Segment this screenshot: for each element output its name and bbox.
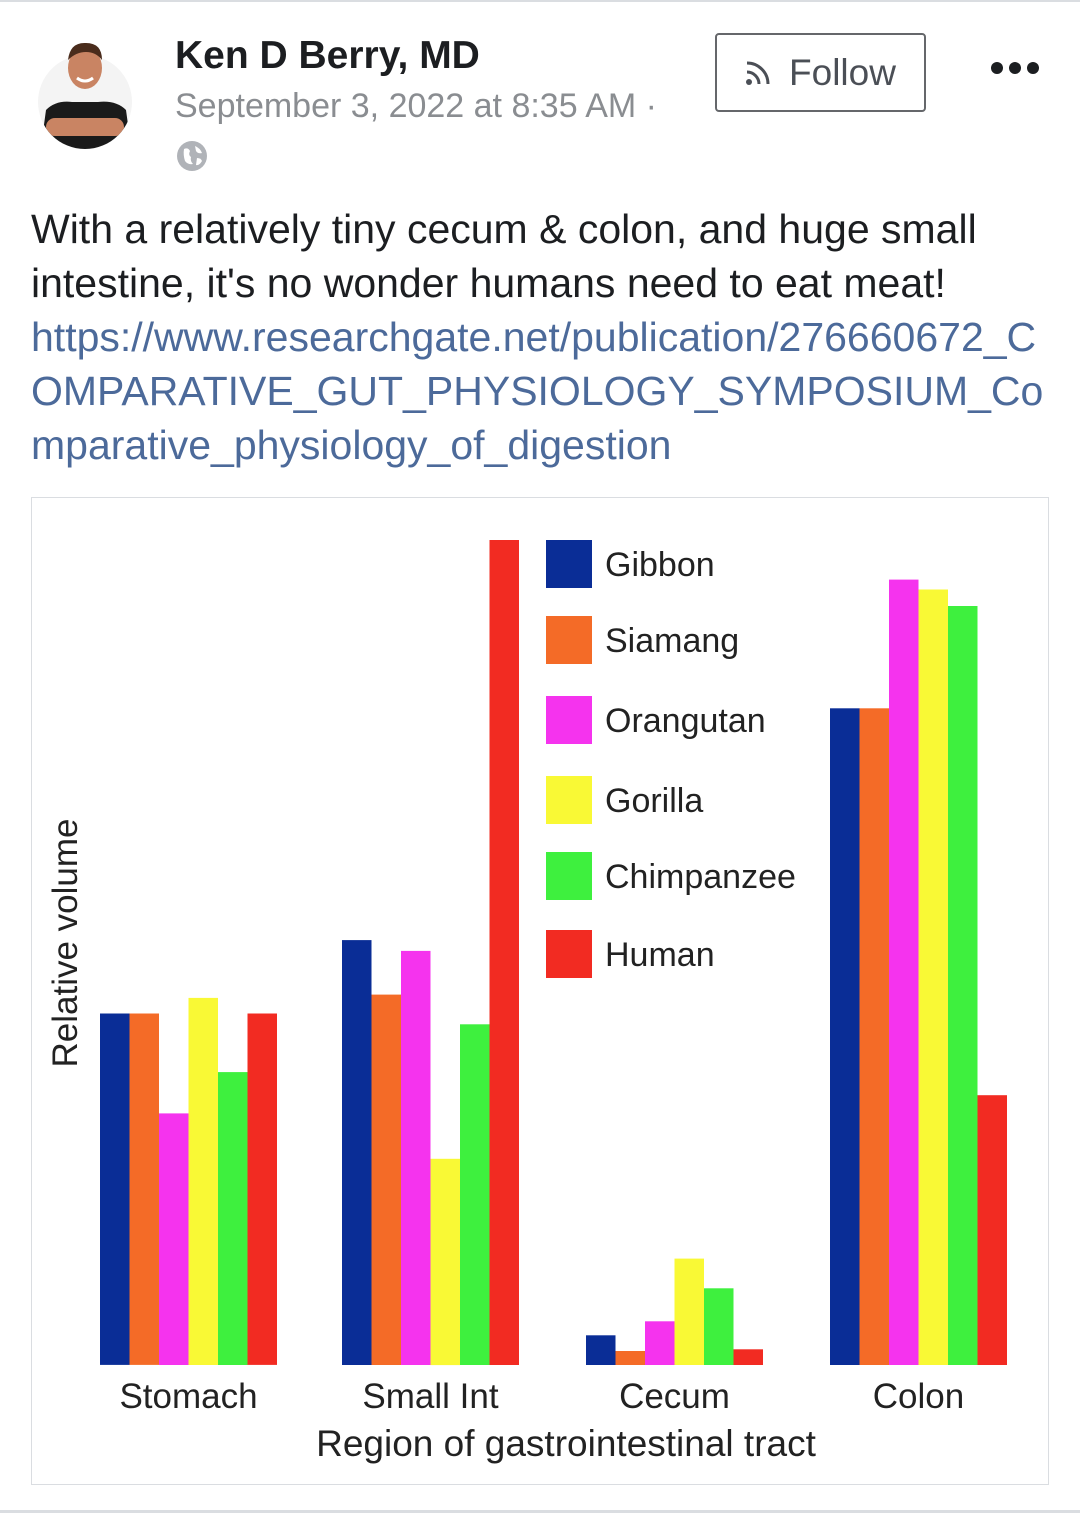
bar-gibbon-small-int: [342, 940, 372, 1365]
legend-swatch-human: [546, 930, 592, 978]
follow-label: Follow: [789, 51, 896, 93]
bar-siamang-cecum: [615, 1351, 645, 1365]
bar-human-cecum: [733, 1349, 763, 1365]
legend-swatch-gibbon: [546, 540, 592, 588]
bar-orangutan-cecum: [645, 1321, 675, 1365]
bar-chimpanzee-colon: [948, 606, 978, 1365]
bar-human-stomach: [247, 1013, 277, 1365]
bar-gibbon-cecum: [586, 1335, 616, 1365]
bar-gorilla-colon: [918, 589, 948, 1365]
post-link[interactable]: https://www.researchgate.net/publication…: [31, 314, 1044, 468]
legend-swatch-gorilla: [546, 776, 592, 824]
more-dots-icon: [991, 62, 1039, 74]
rss-icon: [745, 60, 771, 86]
chart-image[interactable]: Stomach Small Int Cecum Colon Region of gast…: [31, 497, 1049, 1485]
bar-orangutan-colon: [889, 579, 919, 1365]
bar-gorilla-stomach: [188, 997, 218, 1365]
post-timestamp[interactable]: September 3, 2022 at 8:35 AM ·: [175, 87, 657, 125]
globe-icon: [176, 140, 208, 172]
legend-label-orangutan: Orangutan: [605, 702, 766, 740]
legend-label-gorilla: Gorilla: [605, 782, 703, 820]
post-text: With a relatively tiny cecum & colon, an…: [31, 206, 977, 306]
legend-label-chimpanzee: Chimpanzee: [605, 858, 796, 896]
legend-swatch-orangutan: [546, 696, 592, 744]
bar-gorilla-small-int: [430, 1158, 460, 1366]
author-avatar[interactable]: [36, 30, 134, 154]
legend-label-human: Human: [605, 936, 715, 974]
bar-orangutan-stomach: [159, 1113, 189, 1365]
bar-gorilla-cecum: [674, 1258, 704, 1365]
legend-label-gibbon: Gibbon: [605, 546, 715, 584]
x-axis-label: Region of gastrointestinal tract: [316, 1423, 816, 1464]
bar-gibbon-stomach: [100, 1013, 130, 1365]
bar-chart: Stomach Small Int Cecum Colon Region of gast…: [46, 540, 1007, 1464]
x-tick-label: Cecum: [619, 1377, 730, 1416]
bar-siamang-small-int: [371, 994, 401, 1365]
bar-orangutan-small-int: [401, 950, 431, 1365]
top-divider: [0, 0, 1080, 2]
bar-siamang-colon: [859, 708, 889, 1365]
follow-button[interactable]: Follow: [715, 33, 926, 112]
y-axis-label: Relative volume: [46, 819, 85, 1068]
legend-swatch-siamang: [546, 616, 592, 664]
bar-human-small-int: [489, 540, 519, 1365]
x-tick-label: Stomach: [119, 1377, 257, 1416]
legend-label-siamang: Siamang: [605, 622, 739, 660]
bar-gibbon-colon: [830, 708, 860, 1365]
legend-swatch-chimpanzee: [546, 852, 592, 900]
author-name[interactable]: Ken D Berry, MD: [175, 34, 480, 77]
bar-chimpanzee-stomach: [218, 1072, 248, 1365]
bottom-divider: [0, 1510, 1080, 1513]
more-options-button[interactable]: [980, 48, 1050, 88]
post-body: With a relatively tiny cecum & colon, an…: [31, 202, 1051, 472]
bar-chimpanzee-small-int: [460, 1024, 490, 1365]
bar-human-colon: [977, 1095, 1007, 1365]
bar-chimpanzee-cecum: [704, 1288, 734, 1365]
bar-siamang-stomach: [129, 1013, 159, 1365]
x-tick-label: Colon: [873, 1377, 964, 1416]
x-tick-label: Small Int: [362, 1377, 498, 1416]
